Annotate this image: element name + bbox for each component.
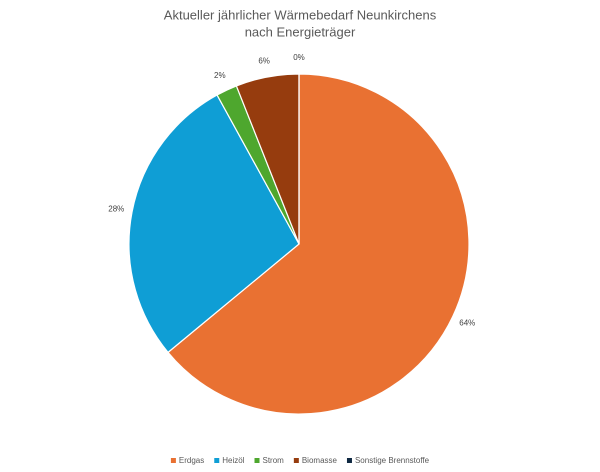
pie: 64% 28% 2% 6% 0% (108, 53, 475, 415)
legend-label: Sonstige Brennstoffe (355, 456, 430, 465)
value-label: 6% (258, 56, 270, 65)
chart-title: Aktueller jährlicher Wärmebedarf Neunkir… (164, 7, 437, 22)
pie-slice (128, 94, 300, 354)
legend-label: Erdgas (179, 456, 204, 465)
value-label: 64% (459, 318, 475, 327)
legend: Erdgas Heizöl Strom Biomasse Sonstige Brenns… (170, 456, 430, 465)
legend-swatch (346, 458, 352, 463)
value-label: 2% (214, 71, 226, 80)
pie-slice (167, 73, 470, 415)
legend-swatch (214, 458, 220, 463)
legend-label: Biomasse (302, 456, 338, 465)
legend-swatch (293, 458, 299, 463)
legend-label: Heizöl (222, 456, 244, 465)
value-label: 0% (293, 53, 305, 62)
chart-title: nach Energieträger (245, 24, 356, 39)
legend-label: Strom (263, 456, 285, 465)
legend-swatch (254, 458, 260, 463)
legend-swatch (170, 458, 176, 463)
value-label: 28% (108, 204, 124, 213)
